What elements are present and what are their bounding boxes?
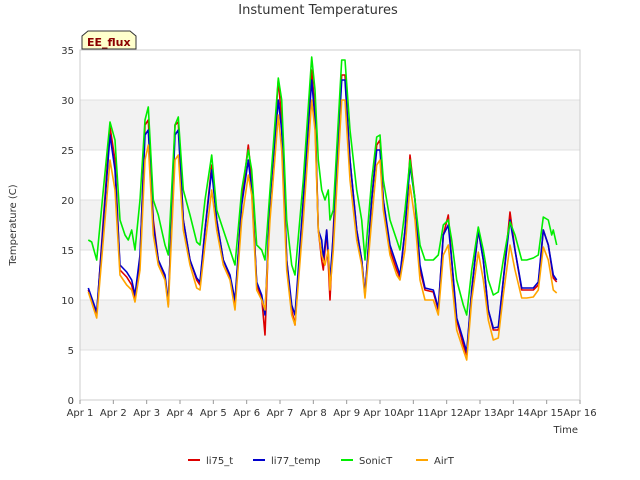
plot-frame (79, 49, 581, 401)
y-tick-label: 5 (68, 346, 74, 357)
badge-text: EE_flux (87, 36, 131, 49)
series-line-airt (87, 99, 558, 361)
x-tick-label: Apr 16 (563, 408, 596, 419)
legend-label: AirT (434, 456, 455, 467)
band (80, 100, 580, 150)
x-axis-label: Time (553, 425, 578, 436)
ee-flux-badge: EE_flux (81, 30, 137, 50)
x-tick-label: Apr 6 (233, 408, 260, 419)
x-tick-label: Apr 13 (463, 408, 496, 419)
y-tick-label: 20 (61, 196, 74, 207)
y-tick-label: 25 (61, 146, 74, 157)
chart-title: Instument Temperatures (238, 3, 398, 18)
y-tick-label: 35 (61, 46, 74, 57)
y-axis: 0 5 10 15 20 25 30 35 (61, 46, 74, 407)
x-tick-label: Apr 2 (100, 408, 127, 419)
series-layer (87, 56, 558, 361)
x-tick-label: Apr 10 (363, 408, 396, 419)
x-tick-label: Apr 11 (397, 408, 430, 419)
x-tick-label: Apr 5 (200, 408, 227, 419)
y-tick-label: 0 (68, 396, 74, 407)
x-tick-label: Apr 3 (133, 408, 160, 419)
series-line-sonict (87, 56, 558, 316)
x-axis: Apr 1 Apr 2 Apr 3 Apr 4 Apr 5 Apr 6 Apr 7 Apr 8… (67, 400, 597, 419)
background-bands (80, 100, 580, 350)
x-tick-label: Apr 12 (430, 408, 463, 419)
x-tick-label: Apr 1 (67, 408, 94, 419)
x-tick-label: Apr 7 (267, 408, 294, 419)
x-tick-label: Apr 8 (300, 408, 327, 419)
band (80, 300, 580, 350)
x-tick-label: Apr 15 (530, 408, 563, 419)
y-tick-label: 30 (61, 96, 74, 107)
y-tick-label: 15 (61, 246, 74, 257)
legend: li75_t li77_temp SonicT AirT (188, 456, 455, 467)
x-tick-label: Apr 14 (497, 408, 530, 419)
y-axis-label: Temperature (C) (8, 184, 19, 266)
y-tick-label: 10 (61, 296, 74, 307)
legend-label: SonicT (359, 456, 393, 467)
x-tick-label: Apr 9 (333, 408, 360, 419)
legend-label: li75_t (206, 456, 233, 467)
x-tick-label: Apr 4 (167, 408, 194, 419)
legend-label: li77_temp (271, 456, 320, 467)
